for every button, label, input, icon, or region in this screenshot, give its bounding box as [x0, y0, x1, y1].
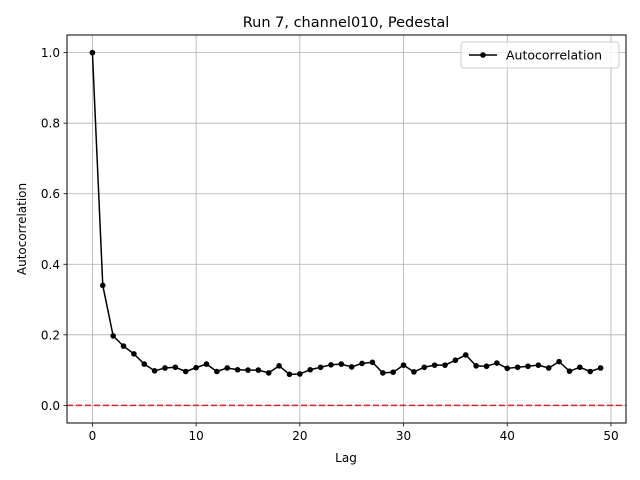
legend-marker-sample: [480, 52, 486, 58]
data-point: [390, 369, 396, 376]
data-point: [182, 368, 189, 375]
data-point: [99, 282, 106, 289]
x-axis: 0 10 20 30 40 50: [89, 423, 619, 443]
y-tick-label: 0.8: [41, 117, 60, 131]
data-point: [234, 366, 241, 373]
data-point: [483, 363, 490, 370]
y-axis: 0.0 0.2 0.4 0.6 0.8 1.0: [41, 46, 67, 413]
data-point: [131, 351, 137, 357]
data-point: [193, 364, 199, 371]
data-point: [307, 366, 314, 373]
x-tick-label: 40: [500, 429, 515, 443]
data-point: [172, 364, 179, 371]
y-tick-label: 0.2: [41, 328, 60, 342]
y-tick-label: 0.0: [41, 399, 60, 413]
y-tick-label: 1.0: [41, 46, 60, 60]
data-point: [587, 368, 594, 375]
x-tick-label: 20: [292, 429, 307, 443]
data-point: [442, 362, 448, 368]
data-point: [255, 367, 262, 373]
data-point: [317, 364, 324, 371]
data-point: [276, 363, 282, 369]
legend-box: [460, 41, 620, 69]
data-point: [597, 365, 604, 371]
data-point: [120, 343, 127, 349]
data-point: [214, 368, 220, 375]
data-point: [359, 360, 365, 367]
data-point: [297, 371, 303, 377]
data-point: [162, 365, 168, 371]
data-point: [338, 361, 345, 367]
data-point: [379, 370, 386, 376]
data-point: [224, 365, 231, 371]
series-layer: [89, 49, 604, 378]
data-point: [328, 362, 334, 368]
data-point: [514, 364, 521, 371]
plot-background: [67, 35, 626, 423]
data-point: [494, 360, 500, 366]
data-point: [462, 352, 469, 358]
data-point: [203, 361, 210, 367]
plot-frame: [66, 34, 627, 424]
y-tick-label: 0.4: [41, 258, 60, 272]
data-point: [369, 359, 376, 366]
legend: Autocorrelation: [460, 41, 620, 69]
y-axis-label: Autocorrelation: [15, 183, 29, 275]
chart-title: Run 7, channel010, Pedestal: [243, 15, 450, 31]
data-point: [431, 362, 438, 368]
legend-label: Autocorrelation: [506, 48, 602, 63]
data-point: [151, 367, 158, 374]
data-point: [400, 362, 407, 368]
data-point: [141, 361, 148, 367]
data-point: [265, 370, 272, 376]
plot-area: [66, 34, 627, 424]
data-point: [566, 368, 573, 374]
data-point: [577, 364, 583, 371]
x-tick-label: 30: [396, 429, 411, 443]
data-point: [525, 363, 531, 370]
data-point: [348, 364, 355, 370]
data-point: [245, 367, 251, 373]
data-point: [421, 364, 428, 371]
y-tick-label: 0.6: [41, 187, 60, 201]
data-point: [545, 365, 552, 371]
data-point: [556, 358, 562, 365]
data-point: [286, 371, 293, 378]
data-point: [110, 333, 116, 339]
x-tick-label: 50: [603, 429, 618, 443]
data-point: [473, 363, 479, 369]
data-point: [452, 357, 459, 364]
data-point: [504, 365, 511, 372]
data-point: [535, 362, 542, 368]
x-tick-label: 10: [188, 429, 203, 443]
data-point: [411, 369, 417, 375]
x-axis-label: Lag: [335, 451, 357, 465]
x-tick-label: 0: [89, 429, 97, 443]
data-point: [89, 49, 96, 56]
